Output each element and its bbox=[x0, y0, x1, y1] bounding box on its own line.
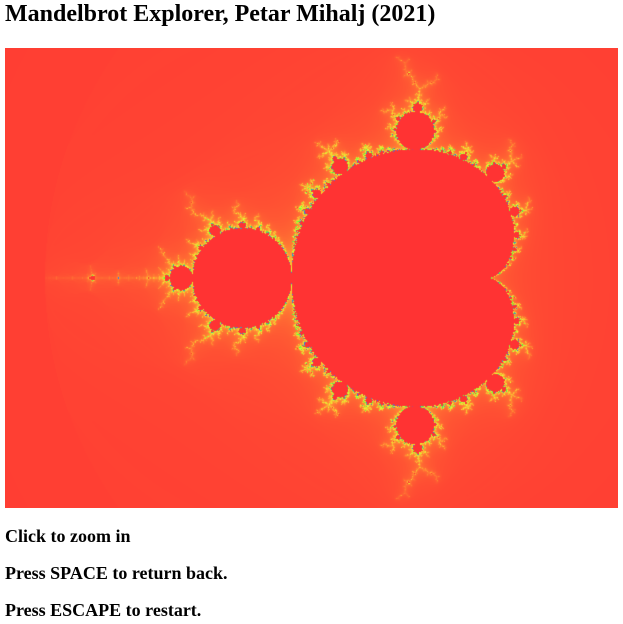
instruction-zoom: Click to zoom in bbox=[5, 526, 131, 546]
mandelbrot-canvas[interactable] bbox=[5, 48, 618, 508]
instruction-space: Press SPACE to return back. bbox=[5, 563, 228, 583]
instruction-escape: Press ESCAPE to restart. bbox=[5, 600, 202, 620]
page-title: Mandelbrot Explorer, Petar Mihalj (2021) bbox=[5, 1, 436, 27]
mandelbrot-viewer[interactable] bbox=[5, 48, 618, 508]
